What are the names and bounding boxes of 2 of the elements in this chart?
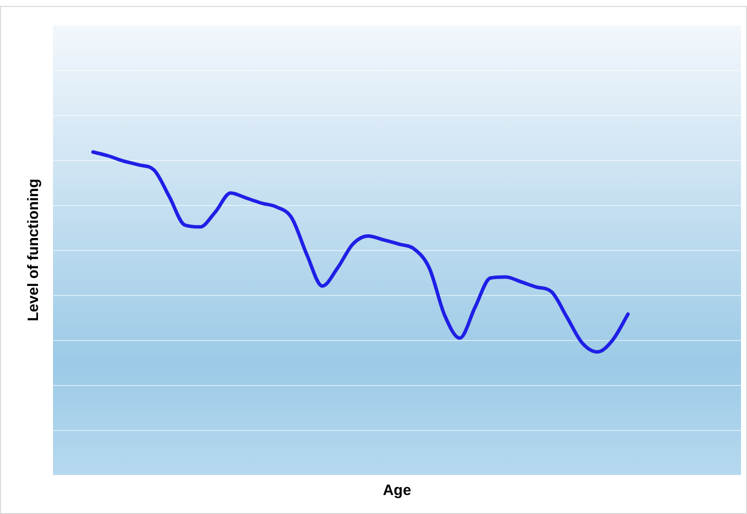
x-axis-title: Age [382,482,412,500]
y-axis-title: Level of functioning [25,178,42,322]
